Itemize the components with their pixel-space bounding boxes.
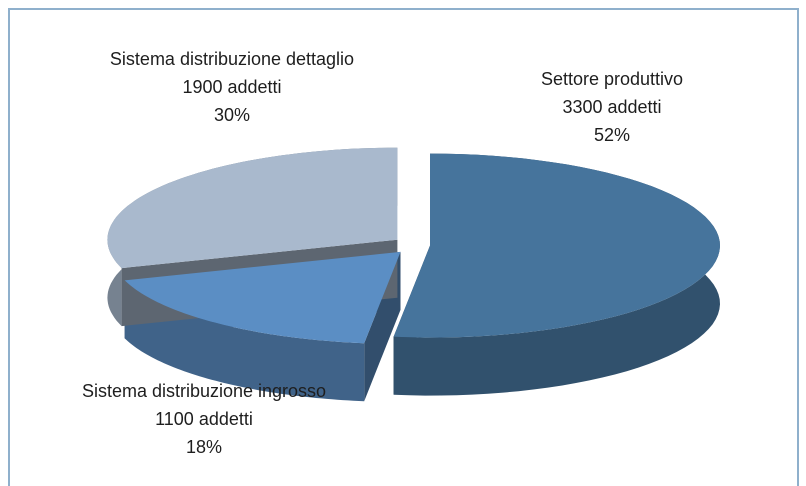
slice-percent: 30% — [214, 105, 250, 125]
slice-employees: 1900 addetti — [182, 77, 281, 97]
slice-label: Sistema distribuzione dettaglio — [110, 49, 354, 69]
slice-side — [124, 280, 365, 402]
slice — [393, 153, 720, 338]
slice-label: Settore produttivo — [541, 69, 683, 89]
slice — [124, 251, 401, 344]
slice — [107, 147, 398, 269]
slice-percent: 18% — [186, 437, 222, 457]
slice-employees: 3300 addetti — [562, 97, 661, 117]
slice-tops — [107, 147, 720, 344]
slice-employees: 1100 addetti — [155, 409, 253, 429]
slice-percent: 52% — [594, 125, 630, 145]
slice-label: Sistema distribuzione ingrosso — [82, 381, 326, 401]
